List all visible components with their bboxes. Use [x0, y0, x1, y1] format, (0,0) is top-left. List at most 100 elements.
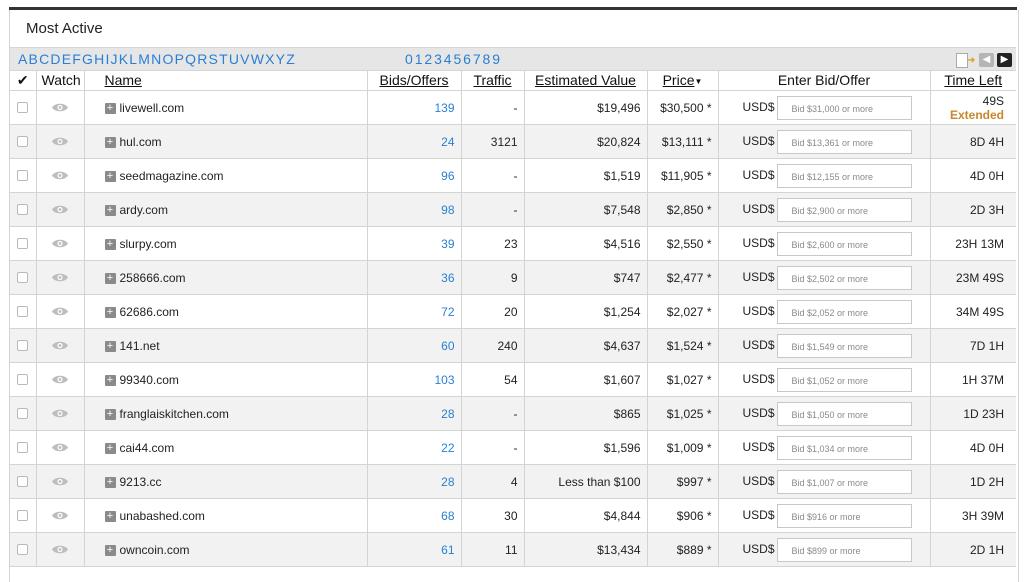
expand-plus-icon[interactable]: + [104, 238, 116, 250]
row-checkbox[interactable] [17, 170, 29, 181]
row-checkbox[interactable] [17, 272, 29, 283]
domain-name[interactable]: owncoin.com [119, 542, 190, 557]
expand-plus-icon[interactable]: + [104, 306, 116, 318]
letter-filter-link[interactable]: J [110, 51, 118, 67]
digit-filter-link[interactable]: 5 [453, 51, 463, 67]
bids-count[interactable]: 22 [367, 430, 462, 465]
letter-filter-link[interactable]: A [18, 51, 28, 67]
bids-header[interactable]: Bids/Offers [367, 70, 462, 91]
expand-plus-icon[interactable]: + [104, 510, 116, 522]
domain-name[interactable]: 258666.com [119, 270, 186, 285]
bids-count[interactable]: 28 [367, 464, 462, 499]
digit-filter-link[interactable]: 6 [463, 51, 472, 67]
domain-name[interactable]: ardy.com [119, 202, 168, 217]
row-checkbox[interactable] [17, 442, 29, 453]
domain-name[interactable]: seedmagazine.com [119, 168, 224, 183]
name-header[interactable]: Name [84, 70, 368, 91]
letter-filter-link[interactable]: R [197, 51, 208, 67]
row-checkbox[interactable] [17, 476, 29, 487]
letter-filter-link[interactable]: F [72, 51, 82, 67]
domain-name[interactable]: unabashed.com [119, 508, 205, 523]
digit-filter-link[interactable]: 9 [492, 51, 501, 67]
letter-filter-link[interactable]: T [219, 51, 228, 67]
digit-filter-link[interactable]: 2 [424, 51, 434, 67]
watch-eye-icon[interactable] [51, 272, 69, 283]
bid-input[interactable]: Bid $31,000 or more [776, 95, 912, 120]
row-checkbox[interactable] [17, 544, 29, 555]
letter-filter-link[interactable]: X [265, 51, 275, 67]
row-checkbox[interactable] [17, 340, 29, 351]
letter-filter-link[interactable]: K [118, 51, 129, 67]
bids-count[interactable]: 72 [367, 294, 462, 329]
domain-name[interactable]: 9213.cc [119, 474, 162, 489]
price-header[interactable]: Price▼ [647, 70, 719, 91]
watch-eye-icon[interactable] [51, 340, 69, 351]
bid-input[interactable]: Bid $1,034 or more [776, 435, 912, 460]
watch-eye-icon[interactable] [51, 102, 69, 113]
expand-plus-icon[interactable]: + [104, 340, 116, 352]
domain-name[interactable]: franglaiskitchen.com [119, 406, 229, 421]
watch-eye-icon[interactable] [51, 238, 69, 249]
bid-input[interactable]: Bid $1,052 or more [776, 367, 912, 392]
domain-name[interactable]: cai44.com [119, 440, 175, 455]
letter-filter-link[interactable]: H [94, 51, 105, 67]
bids-count[interactable]: 139 [367, 90, 462, 125]
watch-eye-icon[interactable] [51, 510, 69, 521]
digit-filter-link[interactable]: 1 [414, 51, 424, 67]
letter-filter-link[interactable]: E [61, 51, 72, 67]
row-checkbox[interactable] [17, 408, 29, 419]
bid-input[interactable]: Bid $2,502 or more [776, 265, 912, 290]
row-checkbox[interactable] [17, 306, 29, 317]
digit-filter-link[interactable]: 7 [472, 51, 482, 67]
watch-eye-icon[interactable] [51, 374, 69, 385]
expand-plus-icon[interactable]: + [104, 476, 116, 488]
domain-name[interactable]: hul.com [119, 134, 162, 149]
export-icon[interactable]: ➜ [956, 52, 976, 68]
bid-input[interactable]: Bid $2,900 or more [776, 197, 912, 222]
letter-filter-link[interactable]: M [138, 51, 151, 67]
select-all-check-icon[interactable]: ✔ [10, 70, 37, 91]
bids-count[interactable]: 28 [367, 396, 462, 431]
bids-count[interactable]: 39 [367, 226, 462, 261]
letter-filter-link[interactable]: W [250, 51, 265, 67]
digit-filter-link[interactable]: 3 [434, 51, 443, 67]
letter-filter-link[interactable]: N [151, 51, 162, 67]
bid-input[interactable]: Bid $12,155 or more [776, 163, 912, 188]
watch-eye-icon[interactable] [51, 442, 69, 453]
letter-filter-link[interactable]: Y [275, 51, 286, 67]
estimated-value-header[interactable]: Estimated Value [524, 70, 648, 91]
digit-filter-link[interactable]: 8 [482, 51, 492, 67]
letter-filter-link[interactable]: Z [286, 51, 295, 67]
watch-eye-icon[interactable] [51, 476, 69, 487]
expand-plus-icon[interactable]: + [104, 442, 116, 454]
letter-filter-link[interactable]: B [28, 51, 39, 67]
bid-input[interactable]: Bid $1,050 or more [776, 401, 912, 426]
time-left-header[interactable]: Time Left [930, 70, 1016, 91]
watch-eye-icon[interactable] [51, 136, 69, 147]
bid-input[interactable]: Bid $1,007 or more [776, 469, 912, 494]
watch-eye-icon[interactable] [51, 408, 69, 419]
row-checkbox[interactable] [17, 510, 29, 521]
bid-input[interactable]: Bid $2,052 or more [776, 299, 912, 324]
prev-page-button[interactable]: ◀ [979, 52, 994, 67]
bids-count[interactable]: 96 [367, 158, 462, 193]
letter-filter-link[interactable]: Q [185, 51, 197, 67]
watch-eye-icon[interactable] [51, 204, 69, 215]
row-checkbox[interactable] [17, 136, 29, 147]
expand-plus-icon[interactable]: + [104, 374, 116, 386]
row-checkbox[interactable] [17, 204, 29, 215]
bids-count[interactable]: 103 [367, 362, 462, 397]
expand-plus-icon[interactable]: + [104, 204, 116, 216]
expand-plus-icon[interactable]: + [104, 544, 116, 556]
domain-name[interactable]: 62686.com [119, 304, 179, 319]
domain-name[interactable]: 141.net [119, 338, 160, 353]
bid-input[interactable]: Bid $899 or more [776, 537, 912, 562]
bids-count[interactable]: 24 [367, 124, 462, 159]
digit-filter-link[interactable]: 0 [405, 51, 414, 67]
bids-count[interactable]: 61 [367, 532, 462, 567]
expand-plus-icon[interactable]: + [104, 170, 116, 182]
letter-filter-link[interactable]: S [208, 51, 219, 67]
digit-filter-link[interactable]: 4 [443, 51, 453, 67]
traffic-header[interactable]: Traffic [461, 70, 525, 91]
letter-filter-link[interactable]: U [228, 51, 240, 67]
